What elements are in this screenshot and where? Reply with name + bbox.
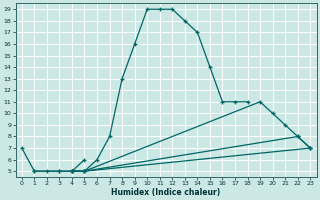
X-axis label: Humidex (Indice chaleur): Humidex (Indice chaleur) [111,188,221,197]
